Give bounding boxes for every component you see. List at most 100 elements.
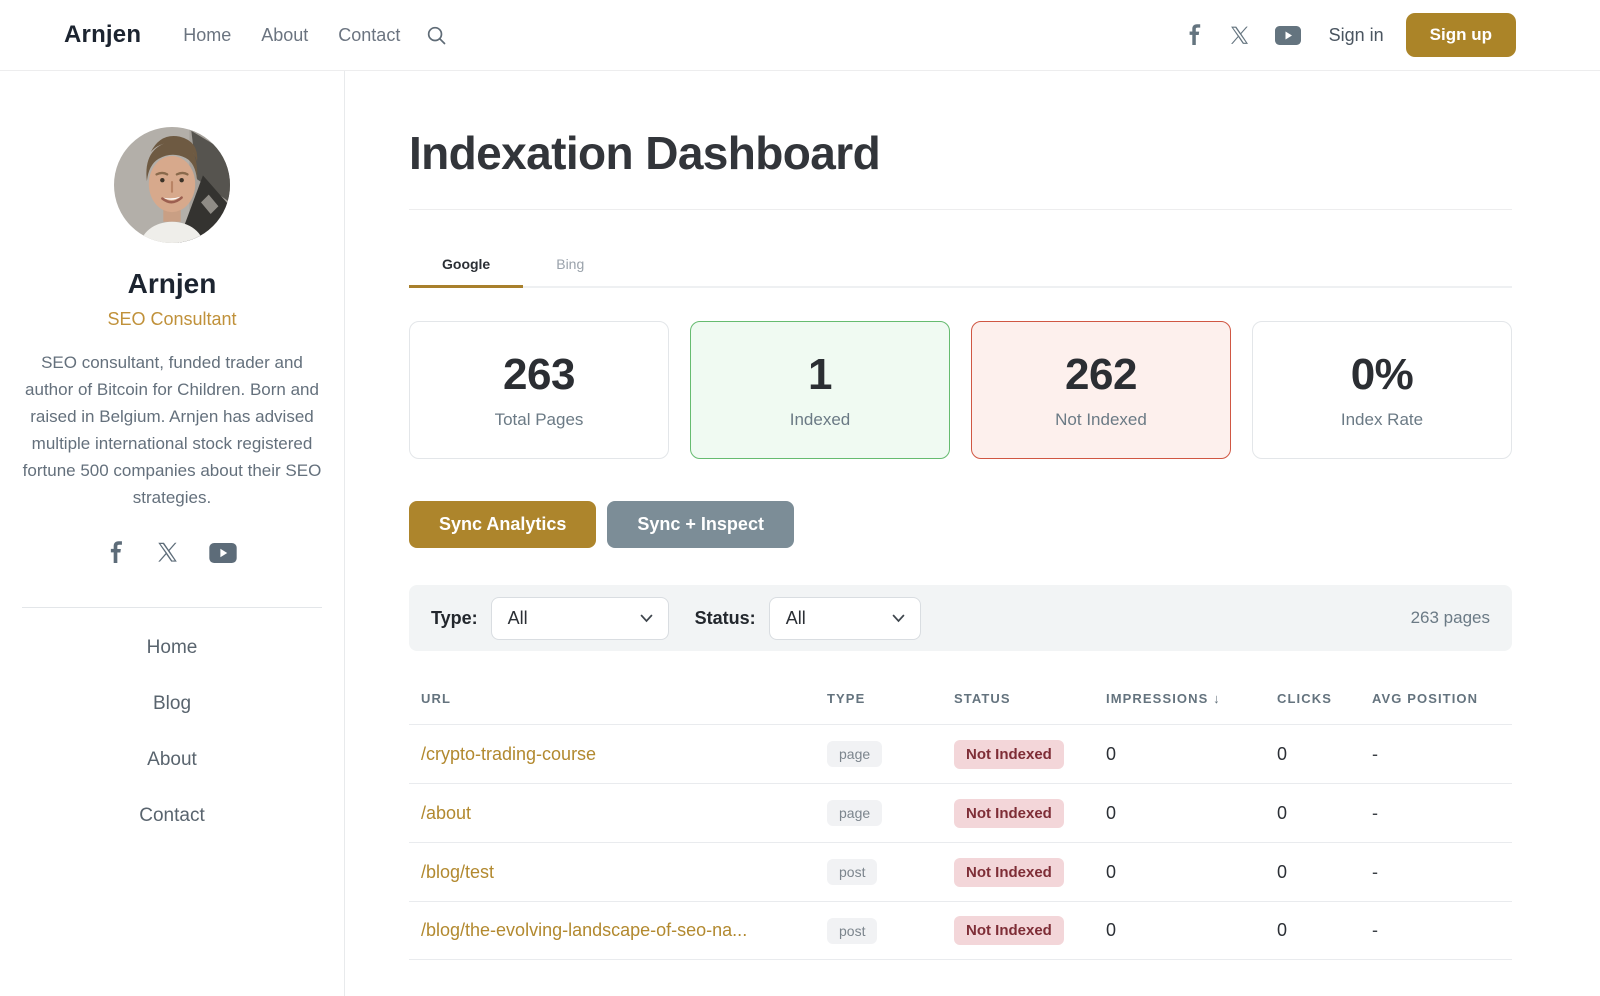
url-cell: /crypto-trading-course	[409, 744, 827, 765]
x-icon[interactable]	[156, 541, 179, 564]
stat-value: 1	[808, 350, 832, 399]
status-badge: Not Indexed	[954, 798, 1064, 828]
youtube-icon[interactable]	[209, 542, 237, 563]
clicks-value: 0	[1277, 861, 1288, 882]
filter-bar: Type: All Status: All 263 pages	[409, 585, 1512, 651]
url-link[interactable]: /blog/the-evolving-landscape-of-seo-na..…	[421, 920, 748, 940]
avg-position-value: -	[1372, 861, 1378, 882]
profile-name: Arnjen	[127, 268, 217, 299]
table-row: /blog/the-evolving-landscape-of-seo-na..…	[409, 901, 1512, 960]
stat-card-indexed: 1 Indexed	[690, 321, 950, 459]
profile-sidebar: Arnjen SEO Consultant SEO consultant, fu…	[0, 71, 345, 996]
sidebar-social	[0, 541, 344, 564]
column-header-impressions[interactable]: Impressions ↓	[1106, 691, 1221, 706]
stat-cards: 263 Total Pages 1 Indexed 262 Not Indexe…	[409, 321, 1512, 459]
impressions-value: 0	[1106, 920, 1117, 940]
title-divider	[409, 209, 1512, 210]
column-header-url[interactable]: URL	[421, 691, 452, 706]
topnav-link-home[interactable]: Home	[183, 24, 232, 45]
type-badge: page	[827, 800, 883, 826]
clicks-value: 0	[1277, 743, 1288, 764]
column-header-type[interactable]: Type	[827, 691, 866, 706]
sidebar-item-about[interactable]: About	[147, 749, 197, 770]
table-row: /crypto-trading-course page Not Indexed 0 0 -	[409, 724, 1512, 783]
stat-value: 262	[1065, 350, 1137, 399]
avg-position-value: -	[1372, 920, 1378, 940]
type-filter-label: Type:	[431, 607, 478, 628]
sidebar-divider	[22, 607, 322, 608]
column-header-avg-position[interactable]: Avg Position	[1372, 691, 1479, 706]
column-header-clicks[interactable]: Clicks	[1277, 691, 1332, 706]
avatar	[114, 127, 230, 243]
sign-up-button[interactable]: Sign up	[1405, 13, 1516, 57]
pages-table: URL Type Status Impressions ↓ Clicks Avg…	[409, 677, 1512, 960]
top-navbar: Arnjen Home About Contact Sign in Sign up	[0, 0, 1600, 71]
site-logo[interactable]: Arnjen	[64, 21, 142, 48]
url-cell: /about	[409, 803, 827, 824]
clicks-value: 0	[1277, 920, 1288, 940]
search-icon[interactable]	[426, 25, 447, 46]
stat-label: Indexed	[789, 410, 851, 429]
stat-card-total-pages: 263 Total Pages	[409, 321, 669, 459]
sidebar-item-contact[interactable]: Contact	[139, 805, 205, 826]
action-buttons: Sync Analytics Sync + Inspect	[409, 501, 1512, 548]
impressions-value: 0	[1106, 861, 1117, 882]
status-cell: Not Indexed	[954, 798, 1106, 828]
stat-card-index-rate: 0% Index Rate	[1252, 321, 1512, 459]
status-filter-select[interactable]: All	[768, 596, 921, 640]
sidebar-item-blog[interactable]: Blog	[152, 693, 192, 714]
type-badge: post	[827, 859, 878, 885]
impressions-value: 0	[1106, 802, 1117, 823]
status-filter-value: All	[785, 607, 806, 628]
sidebar-nav: Home Blog About Contact	[0, 620, 344, 844]
status-cell: Not Indexed	[954, 739, 1106, 769]
table-row: /blog/test post Not Indexed 0 0 -	[409, 842, 1512, 901]
type-cell: page	[827, 741, 954, 767]
stat-label: Total Pages	[494, 410, 584, 429]
profile-role: SEO Consultant	[107, 309, 237, 329]
facebook-icon[interactable]	[1186, 24, 1204, 46]
chevron-down-icon	[892, 614, 905, 623]
topnav-link-contact[interactable]: Contact	[338, 24, 401, 45]
x-icon[interactable]	[1229, 25, 1250, 46]
stat-label: Not Indexed	[1055, 410, 1147, 429]
table-header-row: URL Type Status Impressions ↓ Clicks Avg…	[409, 677, 1512, 724]
sync-inspect-button[interactable]: Sync + Inspect	[607, 501, 794, 548]
engine-tabs: Google Bing	[409, 256, 1512, 288]
topnav-link-about[interactable]: About	[261, 24, 309, 45]
column-header-status[interactable]: Status	[954, 691, 1011, 706]
type-filter-select[interactable]: All	[490, 596, 669, 640]
stat-value: 0%	[1350, 350, 1414, 399]
tab-google[interactable]: Google	[409, 256, 524, 288]
status-cell: Not Indexed	[954, 857, 1106, 887]
topnav-links: Home About Contact	[183, 25, 400, 46]
tab-bing[interactable]: Bing	[556, 256, 585, 272]
clicks-value: 0	[1277, 802, 1288, 823]
stat-label: Index Rate	[1340, 410, 1424, 429]
page-layout: Arnjen SEO Consultant SEO consultant, fu…	[0, 71, 1600, 996]
url-cell: /blog/test	[409, 862, 827, 883]
facebook-icon[interactable]	[107, 541, 126, 564]
impressions-value: 0	[1106, 743, 1117, 764]
sync-analytics-button[interactable]: Sync Analytics	[409, 501, 597, 548]
sign-in-link[interactable]: Sign in	[1328, 24, 1384, 45]
url-link[interactable]: /blog/test	[421, 861, 495, 882]
type-filter-value: All	[507, 607, 528, 628]
topnav-right: Sign in Sign up	[1161, 13, 1516, 57]
status-badge: Not Indexed	[954, 739, 1064, 769]
youtube-icon[interactable]	[1274, 25, 1301, 45]
status-badge: Not Indexed	[954, 857, 1064, 887]
url-link[interactable]: /about	[421, 802, 472, 823]
url-cell: /blog/the-evolving-landscape-of-seo-na..…	[409, 920, 827, 941]
type-badge: page	[827, 741, 883, 767]
profile-bio: SEO consultant, funded trader and author…	[22, 353, 322, 507]
url-link[interactable]: /crypto-trading-course	[421, 743, 597, 764]
table-row: /about page Not Indexed 0 0 -	[409, 783, 1512, 842]
status-badge: Not Indexed	[954, 916, 1064, 945]
type-badge: post	[827, 917, 878, 944]
sidebar-item-home[interactable]: Home	[146, 637, 198, 658]
type-cell: post	[827, 859, 954, 885]
chevron-down-icon	[640, 614, 653, 623]
type-cell: page	[827, 800, 954, 826]
type-cell: post	[827, 917, 954, 944]
